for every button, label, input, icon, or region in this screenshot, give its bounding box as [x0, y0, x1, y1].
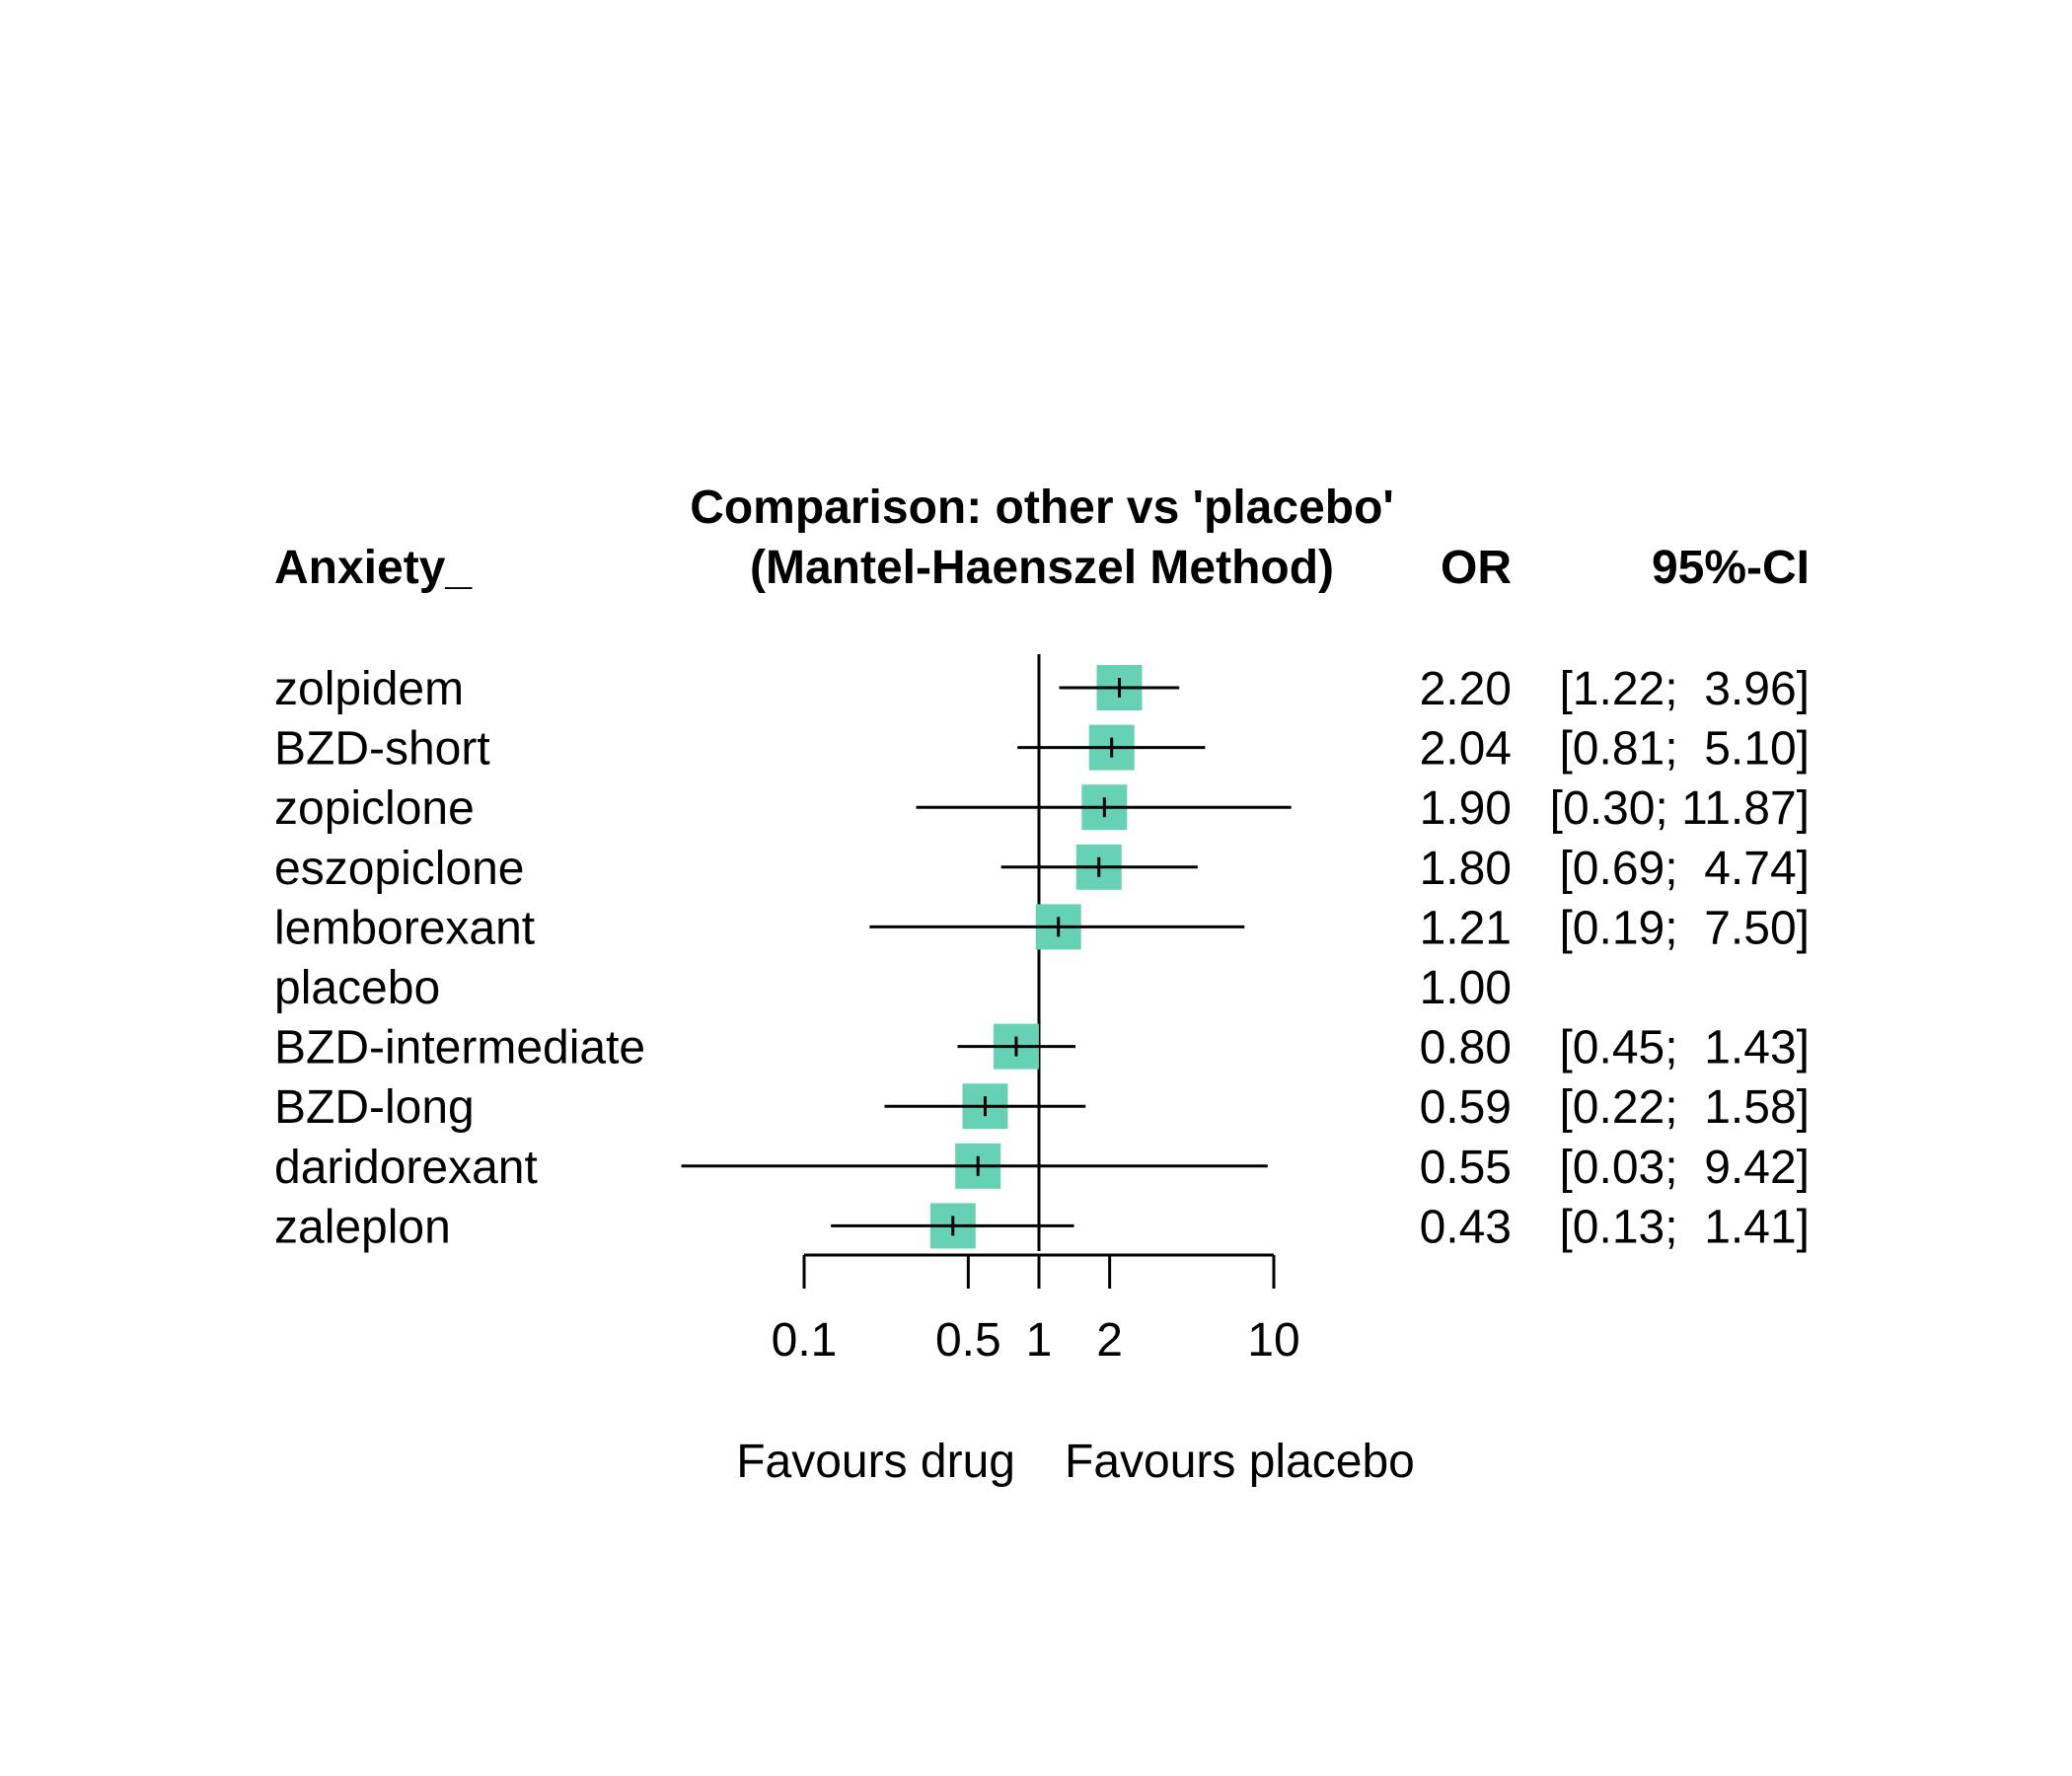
favours-left-label: Favours drug [736, 1436, 1015, 1488]
row-ci-value: [0.03; 9.42] [1559, 1142, 1810, 1194]
forest-row: BZD-short 2.04 [0.81; 5.10] [274, 723, 1810, 776]
forest-row: BZD-intermediate 0.80 [0.45; 1.43] [274, 1022, 1810, 1074]
row-label: zolpidem [274, 663, 464, 715]
row-ci-value: [1.22; 3.96] [1559, 663, 1810, 715]
x-tick-label: 1 [1026, 1314, 1053, 1367]
chart-subtitle: (Mantel-Haenszel Method) [750, 542, 1334, 594]
row-label: BZD-long [274, 1081, 475, 1134]
row-label: eszopiclone [274, 843, 525, 895]
row-label: placebo [274, 962, 440, 1014]
row-or-value: 0.55 [1420, 1142, 1512, 1194]
row-label: BZD-intermediate [274, 1022, 645, 1074]
row-or-value: 1.80 [1420, 843, 1512, 895]
forest-row: eszopiclone 1.80 [0.69; 4.74] [274, 843, 1810, 895]
x-tick-label: 2 [1096, 1314, 1123, 1367]
forest-row: zopiclone 1.90 [0.30; 11.87] [274, 782, 1810, 835]
or-column-header: OR [1441, 542, 1512, 594]
row-or-value: 0.59 [1420, 1081, 1512, 1134]
forest-row: zaleplon 0.43 [0.13; 1.41] [274, 1201, 1810, 1253]
row-label: zopiclone [274, 782, 475, 835]
row-label: daridorexant [274, 1142, 538, 1194]
x-tick-label: 0.5 [935, 1314, 1001, 1367]
row-ci-value: [0.22; 1.58] [1559, 1081, 1810, 1134]
row-ci-value: [0.45; 1.43] [1559, 1022, 1810, 1074]
row-ci-value: [0.30; 11.87] [1550, 782, 1810, 835]
favours-right-label: Favours placebo [1065, 1436, 1415, 1488]
forest-row: lemborexant 1.21 [0.19; 7.50] [274, 902, 1810, 954]
row-or-value: 0.43 [1420, 1201, 1512, 1253]
row-or-value: 1.00 [1420, 962, 1512, 1014]
row-label: lemborexant [274, 902, 535, 954]
x-axis: 0.1 0.5 1 2 10 [772, 1253, 1300, 1367]
row-ci-value: [0.19; 7.50] [1559, 902, 1810, 954]
ci-column-header: 95%-CI [1652, 542, 1810, 594]
row-or-value: 1.90 [1420, 782, 1512, 835]
rows-layer: zolpidem 2.20 [1.22; 3.96] BZD-short 2.04 [0.… [274, 654, 1810, 1253]
forest-row: BZD-long 0.59 [0.22; 1.58] [274, 1081, 1810, 1134]
row-or-value: 0.80 [1420, 1022, 1512, 1074]
forest-row: daridorexant 0.55 [0.03; 9.42] [274, 1142, 1810, 1194]
row-ci-value: [0.81; 5.10] [1559, 723, 1810, 776]
row-label: zaleplon [274, 1201, 451, 1253]
row-label: BZD-short [274, 723, 490, 776]
row-ci-value: [0.69; 4.74] [1559, 843, 1810, 895]
forest-row: zolpidem 2.20 [1.22; 3.96] [274, 663, 1810, 715]
row-ci-value: [0.13; 1.41] [1559, 1201, 1810, 1253]
forest-row: placebo 1.00 [274, 962, 1512, 1014]
row-or-value: 2.20 [1420, 663, 1512, 715]
row-or-value: 1.21 [1420, 902, 1512, 954]
chart-title: Comparison: other vs 'placebo' [690, 481, 1394, 534]
row-or-value: 2.04 [1420, 723, 1512, 776]
x-tick-label: 0.1 [772, 1314, 838, 1367]
label-column-header: Anxiety_ [274, 542, 473, 594]
x-tick-label: 10 [1247, 1314, 1299, 1367]
